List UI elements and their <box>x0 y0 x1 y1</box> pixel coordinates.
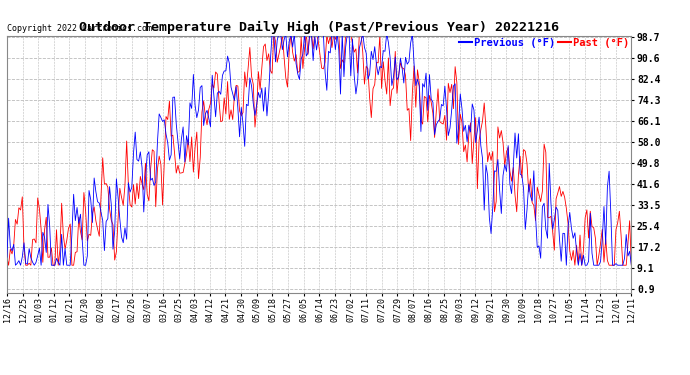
Title: Outdoor Temperature Daily High (Past/Previous Year) 20221216: Outdoor Temperature Daily High (Past/Pre… <box>79 21 559 34</box>
Legend: Previous (°F), Past (°F): Previous (°F), Past (°F) <box>460 38 629 48</box>
Text: Copyright 2022 Cartronics.com: Copyright 2022 Cartronics.com <box>7 24 152 33</box>
